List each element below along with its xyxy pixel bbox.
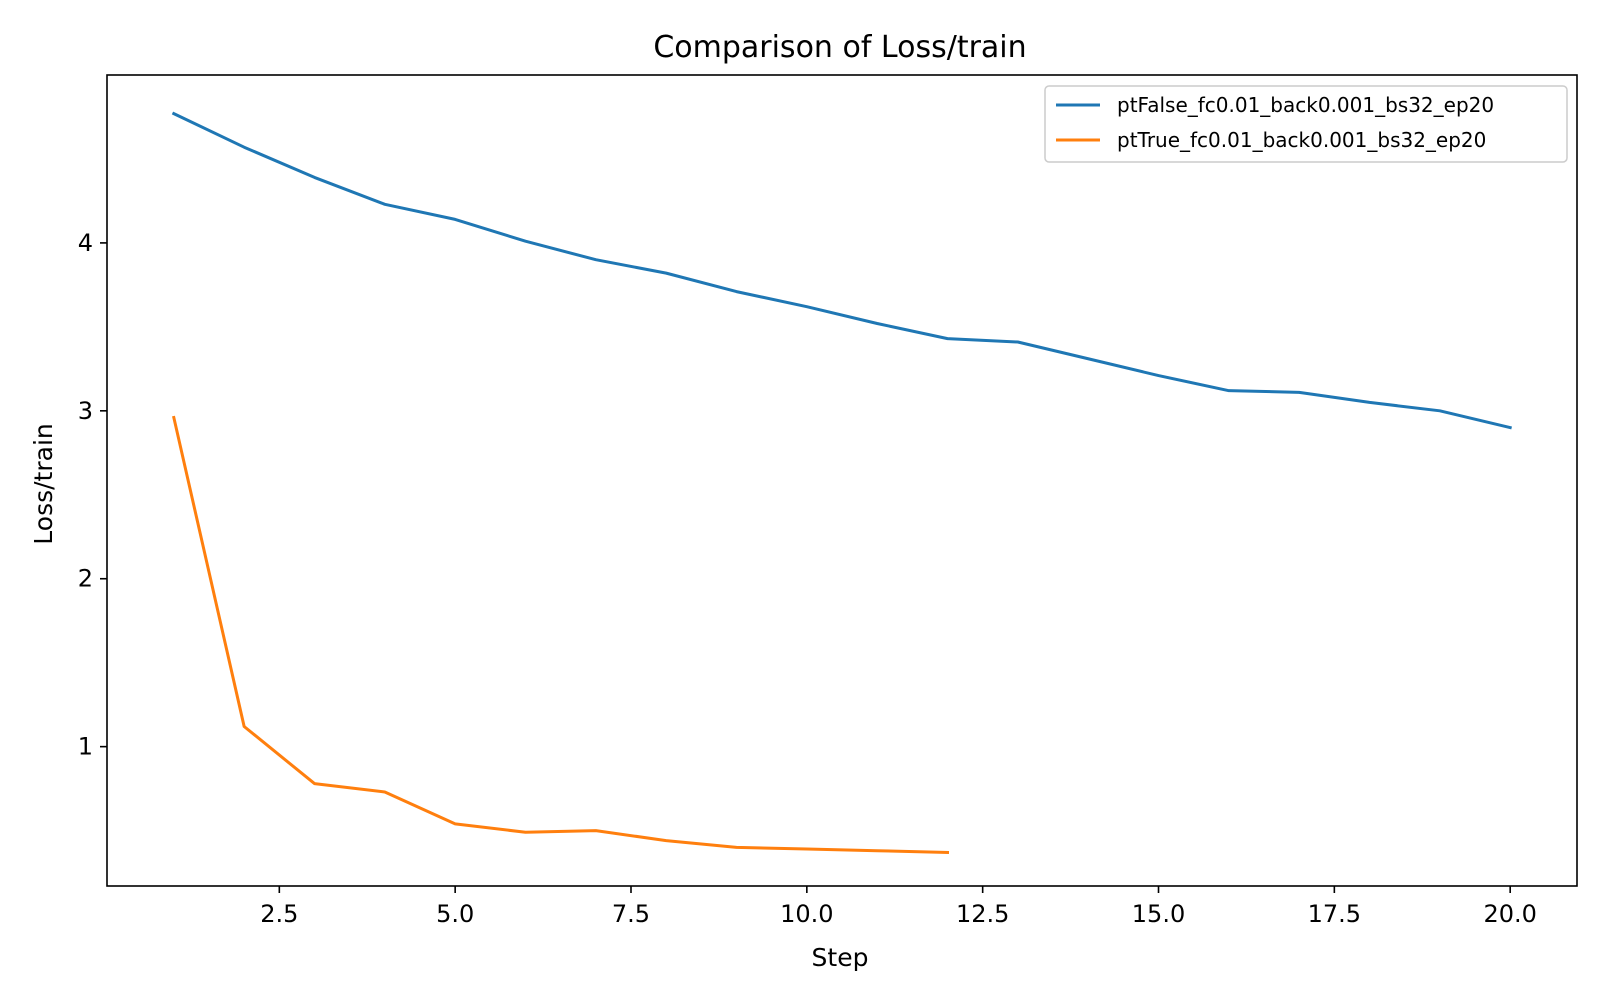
y-tick-label: 2 [78,565,93,593]
legend-box [1044,85,1568,163]
x-tick-label: 15.0 [1132,900,1185,928]
y-axis: 1 2 3 4 [78,229,107,761]
series-line-1 [171,111,1512,430]
x-axis-label: Step [812,943,869,972]
x-axis: 2.5 5.0 7.5 10.0 12.5 15.0 17.5 20.0 [260,886,1537,928]
x-tick-label: 20.0 [1483,900,1536,928]
legend: ptFalse_fc0.01_back0.001_bs32_ep20 ptTrue… [1044,85,1568,163]
y-axis-label: Loss/train [29,423,58,544]
legend-label: ptFalse_fc0.01_back0.001_bs32_ep20 [1117,93,1494,117]
plot-frame [106,74,1578,887]
legend-label: ptTrue_fc0.01_back0.001_bs32_ep20 [1117,128,1486,152]
x-tick-label: 17.5 [1308,900,1361,928]
x-tick-label: 7.5 [612,900,650,928]
series-layer [171,111,1512,854]
y-tick-label: 1 [78,733,93,761]
x-tick-label: 5.0 [436,900,474,928]
x-tick-label: 2.5 [260,900,298,928]
x-tick-label: 10.0 [780,900,833,928]
y-tick-label: 3 [78,397,93,425]
x-tick-label: 12.5 [956,900,1009,928]
y-tick-label: 4 [78,229,93,257]
series-line-2 [172,415,950,854]
chart-title: Comparison of Loss/train [653,30,1026,65]
